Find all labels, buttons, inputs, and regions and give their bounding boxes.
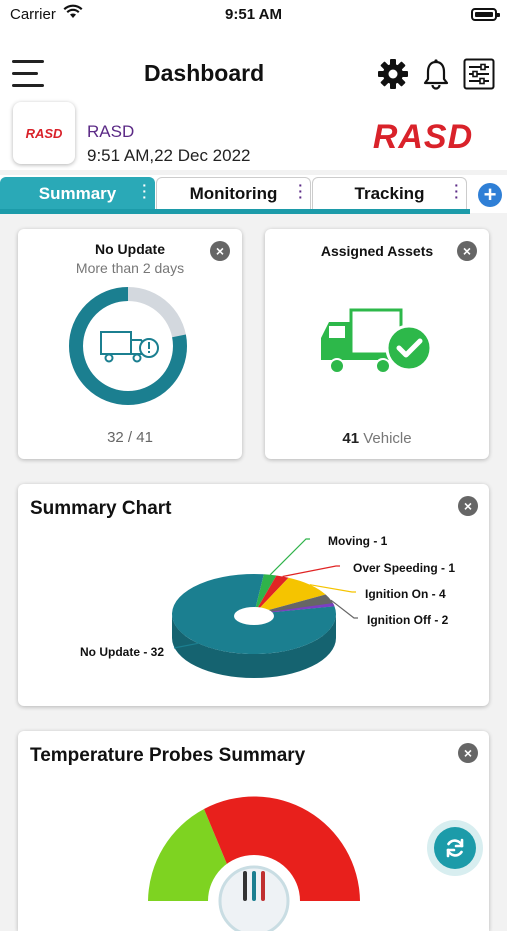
pie-label: Ignition Off - 2 [367,613,449,627]
pie-label: Over Speeding - 1 [353,561,455,575]
truck-alert-icon [100,331,159,363]
temperature-probes-card[interactable]: Temperature Probes Summary × [18,731,489,931]
tab-options-icon[interactable]: · · · [298,177,303,205]
add-tab-button[interactable]: + [478,183,502,207]
tab-monitoring[interactable]: Monitoring · · · [156,177,311,209]
tab-label: Monitoring [189,183,278,203]
tab-options-icon[interactable]: · · · [454,177,459,205]
assigned-assets-title: Assigned Assets [320,243,434,259]
gauge-green-segment [148,809,234,901]
summary-pie-chart: Moving - 1 Over Speeding - 1 Ignition On -… [80,534,455,678]
wifi-icon [63,4,83,18]
temperature-gauge [148,796,360,931]
carrier-label: Carrier [10,6,56,23]
no-update-card[interactable]: No Update More than 2 days × 32 / 41 [18,229,242,459]
pie-slice-accent [254,603,335,614]
company-timestamp: 9:51 AM,22 Dec 2022 [87,146,251,165]
refresh-button-inner [434,827,476,869]
tab-tracking[interactable]: Tracking · · · [312,177,467,209]
filter-icon[interactable] [463,58,495,90]
no-update-donut-arc [69,287,187,405]
company-name: RASD [87,122,135,141]
close-icon[interactable]: × [458,743,478,763]
pie-leader-line [269,538,310,576]
pie-slice [254,594,335,614]
svg-text:RASD: RASD [26,126,63,140]
tab-label: Summary [38,183,117,203]
menu-icon[interactable] [12,58,44,90]
tab-bar: Summary · · · Monitoring · · · Tracking · · · … [0,175,507,214]
refresh-button[interactable] [427,820,483,876]
page-title: Dashboard [144,60,265,86]
pie-slice [254,575,289,614]
company-logo-mark: RASD [26,126,63,140]
status-time: 9:51 AM [225,6,282,23]
status-bar: Carrier 9:51 AM [0,0,507,30]
pie-slice [254,577,326,614]
tab-summary[interactable]: Summary · · · [0,177,155,209]
pie-label: Moving - 1 [328,534,388,548]
no-update-count: 32 / 41 [107,429,153,446]
assigned-assets-card[interactable]: Assigned Assets × 41 Vehicle [265,229,489,459]
plus-icon: + [483,182,497,207]
temperature-probes-title: Temperature Probes Summary [30,745,306,766]
pie-leader-line [173,642,199,649]
tab-label: Tracking [354,183,425,203]
battery-icon [471,8,500,21]
pie-leader-line [309,584,356,593]
pie-slice [254,574,277,614]
no-update-subtitle: More than 2 days [75,260,185,276]
company-logo: RASD [13,102,75,164]
close-icon[interactable]: × [457,241,477,261]
summary-chart-title: Summary Chart [30,498,172,519]
pie-leader-line [330,599,358,619]
assigned-count-unit: Vehicle [363,430,412,447]
brand-logo: RASD [373,118,473,154]
header: Dashboard RASD RASD 9:51 [0,30,507,170]
close-icon[interactable]: × [458,496,478,516]
summary-chart-card[interactable]: Summary Chart × Moving - 1 Over Speeding … [18,484,489,706]
pie-leader-line [282,565,340,578]
assigned-assets-count: 41 Vehicle [265,430,489,447]
assigned-count-value: 41 [342,430,360,447]
pie-label: Ignition On - 4 [365,587,446,601]
pie-slice-side [172,614,336,678]
truck-check-icon [321,308,433,374]
gear-icon[interactable] [377,58,409,90]
tab-indicator-line [0,209,470,214]
pie-label: No Update - 32 [80,645,164,659]
svg-text:RASD: RASD [373,118,473,154]
bell-icon[interactable] [420,58,452,90]
no-update-title: No Update [95,241,165,257]
no-update-donut [69,287,187,405]
close-icon[interactable]: × [210,241,230,261]
tab-options-icon[interactable]: · · · [142,177,147,205]
pie-hole [234,607,274,625]
refresh-icon [446,838,464,858]
